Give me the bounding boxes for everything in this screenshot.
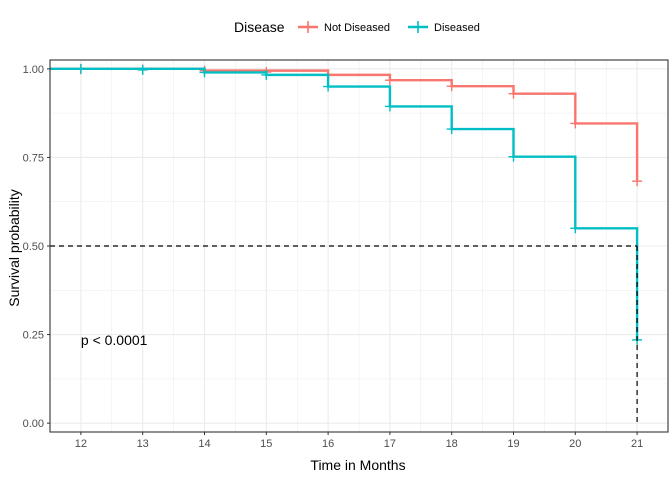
y-axis-title: Survival probability [6,189,22,307]
legend-label-diseased: Diseased [434,22,480,34]
x-tick-label: 21 [631,438,643,450]
x-tick-label: 14 [198,438,210,450]
x-tick-label: 20 [569,438,581,450]
y-tick-label: 0.75 [23,152,44,164]
legend-item-not-diseased: Not Diseased [298,21,390,34]
y-tick-label: 0.25 [23,330,44,342]
series-line-not-diseased [50,67,639,182]
legend-item-diseased: Diseased [408,21,480,34]
x-axis-title: Time in Months [310,457,405,473]
legend: Disease Not Diseased Diseased [234,19,480,35]
x-tick-label: 13 [137,438,149,450]
p-value-annotation: p < 0.0001 [81,332,148,348]
plot-area: 12 13 14 15 16 17 18 19 20 21 0.00 0.25 0.50 0.75 1.00… [23,59,669,450]
y-tick-label: 0.00 [23,418,44,430]
y-tick-label: 1.00 [23,64,44,76]
x-tick-label: 15 [260,438,272,450]
x-tick-label: 12 [75,438,87,450]
x-tick-label: 16 [322,438,334,450]
legend-title: Disease [234,19,285,35]
y-tick-label: 0.50 [23,241,44,253]
x-tick-label: 17 [384,438,396,450]
legend-label-not-diseased: Not Diseased [324,22,390,34]
x-tick-label: 18 [446,438,458,450]
x-tick-label: 19 [507,438,519,450]
